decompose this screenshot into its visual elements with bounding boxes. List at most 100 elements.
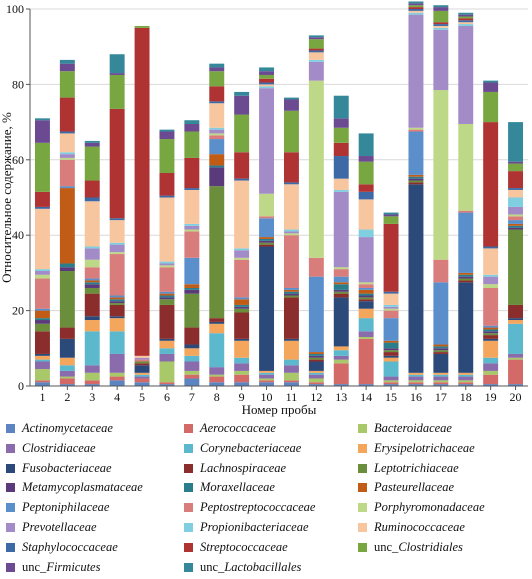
bar-segment-prevotellaceae	[383, 306, 399, 309]
bar-segment-leptotrichiaceae	[209, 186, 225, 319]
bar-segment-ruminococcaceae	[483, 248, 499, 275]
bar-segment-peptostreptococcaceae	[259, 216, 275, 219]
bar-segment-lachnospiraceae	[458, 280, 474, 283]
bar-segment-corynebacteriaceae	[508, 323, 524, 354]
bar-segment-staphylococcaceae	[408, 9, 424, 11]
legend-label: Bacteroidaceae	[374, 421, 452, 435]
x-tick-label: 14	[360, 390, 372, 404]
bar-segment-clostridiaceae	[433, 376, 449, 381]
bar-segment-streptococcaceae	[483, 122, 499, 247]
bar-segment-corynebacteriaceae	[34, 359, 50, 362]
bar-segment-peptostreptococcaceae	[308, 257, 324, 277]
bar-segment-actinomycetaceae	[358, 384, 374, 386]
legend-swatch	[358, 483, 367, 493]
bar-segment-propionibacteriaceae	[109, 242, 125, 245]
bar-segment-erysipelotrichaceae	[483, 340, 499, 358]
x-tick-label: 3	[89, 390, 95, 404]
bar-segment-actinomycetaceae	[433, 384, 449, 386]
bar-segment-unc-lactobacillales	[408, 1, 424, 4]
bar-segment-porphyromonadaceae	[283, 233, 299, 236]
bar-segment-actinomycetaceae	[333, 384, 349, 386]
bar-segment-unc-clostridiales	[508, 163, 524, 172]
bar-segment-metamycoplasmataceae	[234, 306, 250, 309]
bar-segment-streptococcaceae	[134, 27, 150, 356]
bar-segment-unc-lactobacillales	[483, 80, 499, 83]
bar-segment-unc-clostridiales	[159, 139, 175, 173]
bar-segment-pasteurellaceae	[433, 344, 449, 347]
bar-segment-fusobacteriaceae	[358, 301, 374, 309]
legend-swatch	[6, 483, 15, 493]
bar-segment-moraxellaceae	[408, 176, 424, 179]
bar-segment-staphylococcaceae	[84, 197, 100, 202]
bar-segment-clostridiaceae	[308, 374, 324, 379]
legend-item: Peptostreptococcaceae	[184, 498, 315, 517]
bar-segment-lachnospiraceae	[358, 299, 374, 302]
bar-segment-streptococcaceae	[308, 48, 324, 51]
bar-segment-prevotellaceae	[483, 276, 499, 285]
bar-segment-unc-clostridiales	[458, 16, 474, 19]
legend-swatch	[358, 463, 367, 473]
bar-segment-aerococcaceae	[333, 363, 349, 385]
x-tick-label: 9	[239, 390, 245, 404]
bar-segment-fusobacteriaceae	[184, 344, 200, 349]
x-tick-label: 11	[286, 390, 298, 404]
bar-segment-metamycoplasmataceae	[508, 227, 524, 230]
bar-segment-peptostreptococcaceae	[159, 267, 175, 292]
bar-segment-moraxellaceae	[308, 353, 324, 356]
legend-item: unc_Firmicutes	[6, 558, 100, 577]
bar-segment-porphyromonadaceae	[308, 80, 324, 258]
bar-segment-unc-clostridiales	[259, 74, 275, 79]
bar-segment-unc-clostridiales	[308, 39, 324, 49]
legend-swatch	[6, 463, 15, 473]
bar-segment-prevotellaceae	[59, 154, 75, 158]
bar-segment-peptostreptococcaceae	[333, 269, 349, 277]
bar-segment-metamycoplasmataceae	[159, 297, 175, 300]
bar-segment-lachnospiraceae	[308, 359, 324, 362]
bar-segment-ruminococcaceae	[308, 52, 324, 60]
bar-segment-actinomycetaceae	[458, 384, 474, 386]
bar-segment-porphyromonadaceae	[358, 282, 374, 285]
y-tick-label: 20	[12, 304, 24, 318]
bar-segment-leptotrichiaceae	[283, 295, 299, 298]
legend-label: Metamycoplasmataceae	[22, 480, 143, 495]
bar-segment-peptoniphilaceae	[259, 218, 275, 238]
bar-segment-fusobacteriaceae	[159, 338, 175, 341]
bar-segment-pasteurellaceae	[259, 237, 275, 239]
bar-segment-unc-firmicutes	[358, 156, 374, 162]
bar-segment-fusobacteriaceae	[259, 246, 275, 371]
legend-item: Actinomycetaceae	[6, 419, 113, 438]
bar-segment-lachnospiraceae	[184, 327, 200, 345]
bar-segment-pasteurellaceae	[59, 188, 75, 264]
bar-segment-ruminococcaceae	[433, 25, 449, 28]
bar-segment-moraxellaceae	[458, 274, 474, 277]
legend-label: Propionibacteriaceae	[200, 520, 309, 534]
bar-segment-peptostreptococcaceae	[483, 287, 499, 326]
bar-segment-ruminococcaceae	[34, 208, 50, 270]
bar-segment-clostridiaceae	[358, 331, 374, 337]
bar-segment-staphylococcaceae	[34, 206, 50, 209]
legend-swatch	[6, 424, 15, 433]
bar-segment-erysipelotrichaceae	[84, 320, 100, 332]
bar-segment-streptococcaceae	[159, 172, 175, 196]
bar-segment-porphyromonadaceae	[109, 252, 125, 255]
bar-segment-staphylococcaceae	[508, 188, 524, 190]
bar-segment-peptoniphilaceae	[358, 287, 374, 290]
bar-segment-unc-clostridiales	[34, 142, 50, 192]
bar-segment-bacteroidaceae	[184, 370, 200, 375]
bar-segment-actinomycetaceae	[234, 382, 250, 386]
legend-label: Fusobacteriaceae	[22, 460, 112, 475]
bar-segment-peptostreptococcaceae	[34, 278, 50, 309]
legend-item: Prevotellaceae	[6, 518, 97, 537]
bar-segment-metamycoplasmataceae	[283, 293, 299, 296]
bar-segment-porphyromonadaceae	[433, 90, 449, 260]
bar-segment-aerococcaceae	[483, 374, 499, 385]
x-tick-label: 19	[485, 390, 497, 404]
bar-segment-prevotellaceae	[209, 129, 225, 134]
legend-item: Corynebacteriaceae	[184, 439, 301, 458]
bar-segment-clostridiaceae	[159, 353, 175, 362]
bar-segment-ruminococcaceae	[283, 184, 299, 230]
legend-label: Clostridiaceae	[22, 440, 96, 455]
y-tick-label: 40	[12, 228, 24, 242]
bar-segment-bacteroidaceae	[308, 378, 324, 383]
bar-segment-unc-lactobacillales	[383, 212, 399, 215]
